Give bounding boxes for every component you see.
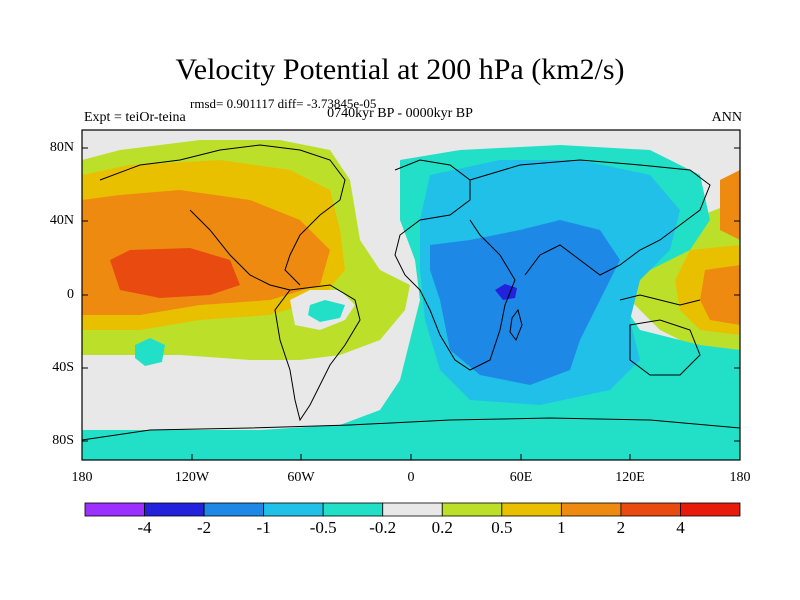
- colorbar-swatch: [84, 502, 145, 517]
- colorbar-label: 0.5: [491, 518, 513, 537]
- colorbar-swatch: [322, 502, 384, 517]
- colorbar-swatch: [560, 502, 622, 517]
- colorbar-swatch: [620, 502, 681, 517]
- colorbar-swatch: [382, 502, 443, 517]
- axis-ticks: [81, 147, 741, 460]
- coastlines: [82, 144, 740, 441]
- coastline-africa-europe: [394, 159, 516, 371]
- colorbar-label: -4: [137, 518, 152, 537]
- contour-negative-1: [430, 220, 620, 385]
- experiment-label: Expt = teiOr-teina: [84, 110, 186, 125]
- contour-positive-0.2-northeast: [720, 170, 740, 240]
- x-tick-label: 120E: [615, 470, 645, 485]
- x-tick-label: 0: [407, 470, 415, 485]
- contour-positive-1-west-pacific: [700, 265, 740, 325]
- y-tick-label: 80N: [49, 140, 74, 155]
- x-tick-label: 120W: [174, 470, 210, 485]
- map-title: Velocity Potential at 200 hPa (km2/s): [175, 53, 625, 86]
- colorbar-label: 2: [616, 518, 626, 537]
- colorbar-swatch: [144, 502, 205, 517]
- colorbar-swatch: [203, 502, 265, 517]
- colorbar-label: 4: [676, 518, 685, 537]
- colorbar-swatch: [441, 502, 503, 517]
- coastline-central-america: [189, 209, 291, 291]
- colorbar-swatch: [680, 502, 741, 517]
- x-tick-label: 180: [729, 470, 751, 485]
- colorbar-label: -1: [256, 518, 271, 537]
- x-tick-label: 60E: [509, 470, 533, 485]
- colorbar-label: -0.5: [309, 518, 337, 537]
- y-tick-label: 40S: [52, 360, 74, 375]
- colorbar: [84, 502, 741, 517]
- coastline-australia: [629, 319, 701, 376]
- colorbar-swatch: [501, 502, 562, 517]
- y-tick-label: 80S: [52, 433, 74, 448]
- season-label: ANN: [711, 110, 742, 125]
- colorbar-label: 1: [557, 518, 566, 537]
- coastline-antarctica: [82, 417, 740, 441]
- coastline-madagascar: [509, 308, 523, 342]
- coastline-asia: [469, 159, 711, 276]
- coastline-south-america: [274, 284, 361, 422]
- contour-negative-0.2-south-pacific: [135, 338, 165, 366]
- colorbar-swatch: [263, 502, 324, 517]
- coastline-indonesia: [619, 294, 701, 306]
- x-tick-label: 60W: [287, 470, 315, 485]
- colorbar-label: -2: [196, 518, 212, 537]
- colorbar-label: -0.2: [369, 518, 397, 537]
- coastline-north-america: [99, 144, 346, 286]
- y-tick-label: 0: [67, 287, 74, 302]
- period-label: 0740kyr BP - 0000kyr BP: [327, 106, 473, 121]
- contour-negative-0.5-south-america: [308, 300, 345, 322]
- contour-positive-2: [110, 248, 240, 298]
- colorbar-label: 0.2: [431, 518, 453, 537]
- y-tick-label: 40N: [49, 213, 74, 228]
- x-tick-label: 180: [71, 470, 93, 485]
- stats-text: rmsd= 0.901117 diff= -3.73845e-05: [190, 96, 377, 111]
